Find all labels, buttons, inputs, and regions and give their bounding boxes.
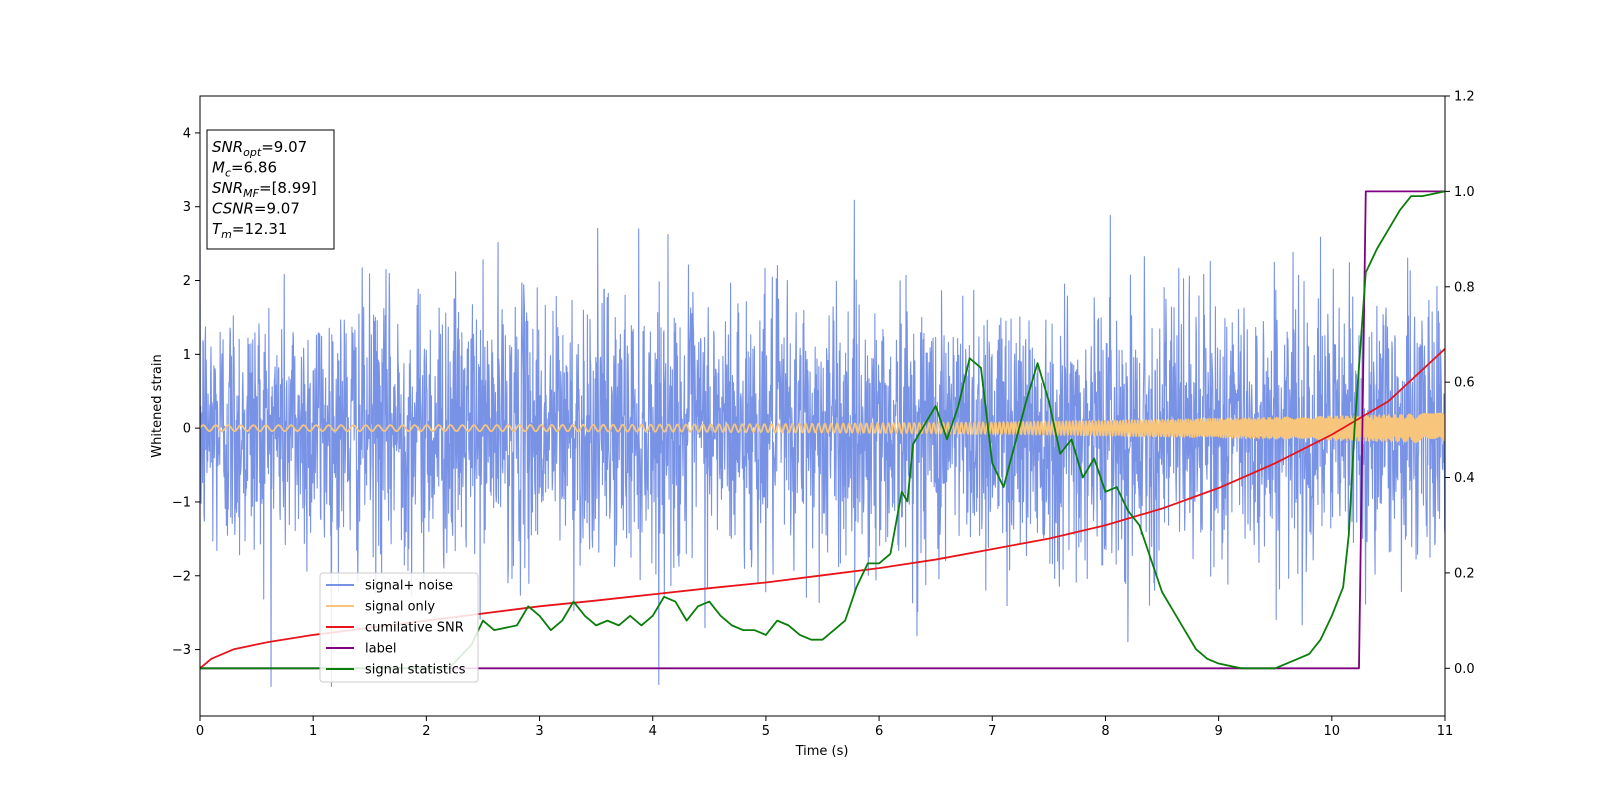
series-line-0 [200,199,1445,688]
y-tick-label: 0 [183,422,191,437]
x-tick-label: 9 [1214,724,1222,739]
y-tick-label: 1 [183,348,191,363]
y2-tick-label: 0.6 [1454,376,1475,391]
y2-tick-label: 1.2 [1454,90,1475,105]
x-axis-label: Time (s) [795,744,849,759]
series-line-2 [200,348,1445,669]
x-tick-label: 5 [762,724,770,739]
y-tick-label: −1 [172,495,191,510]
y-tick-label: 4 [183,126,191,141]
x-tick-label: 0 [196,724,204,739]
annotation-line: SNRopt=9.07 [212,138,307,159]
x-tick-label: 3 [535,724,543,739]
x-tick-label: 4 [649,724,657,739]
legend-label: signal only [365,600,435,615]
y-axis-label: Whitened strain [150,354,165,457]
x-tick-label: 10 [1324,724,1341,739]
y-axis-left: −3 −2 −1 0 1 2 3 4 [172,126,200,658]
series-line-3 [200,190,1445,670]
y-tick-label: −2 [172,569,191,584]
legend-label: signal+ noise [365,579,453,594]
x-tick-label: 11 [1437,724,1454,739]
y-tick-label: 3 [183,200,191,215]
legend-label: signal statistics [365,663,466,678]
annotation-line: CSNR=9.07 [212,200,300,218]
y-tick-label: −3 [172,643,191,658]
y2-tick-label: 0.4 [1454,471,1475,486]
annotation-line: Mc=6.86 [212,159,277,180]
x-axis: 0 1 2 3 4 5 6 7 8 9 10 11 [196,716,1453,739]
x-tick-label: 2 [422,724,430,739]
legend-label: label [365,642,396,657]
y2-tick-label: 0.8 [1454,280,1475,295]
y-tick-label: 2 [183,274,191,289]
series-line-1 [200,412,1445,443]
legend-label: cumilative SNR [365,621,464,636]
legend-frame [319,572,479,683]
y-axis-right: 0.0 0.2 0.4 0.6 0.8 1.0 1.2 [1445,90,1475,677]
y2-tick-label: 0.0 [1454,662,1475,677]
series-layer [200,190,1445,688]
legend: signal+ noise signal only cumilative SNR la… [319,572,479,683]
x-tick-label: 1 [309,724,317,739]
y2-tick-label: 0.2 [1454,566,1475,581]
series-line-4 [200,190,1445,670]
x-tick-label: 6 [875,724,883,739]
x-tick-label: 8 [1101,724,1109,739]
annotation-line: Tm=12.31 [212,220,287,241]
x-tick-label: 7 [988,724,996,739]
annotation-line: SNRMF=[8.99] [212,179,317,200]
y2-tick-label: 1.0 [1454,185,1475,200]
plot-frame [199,95,1446,717]
annotation-frame [206,129,335,250]
